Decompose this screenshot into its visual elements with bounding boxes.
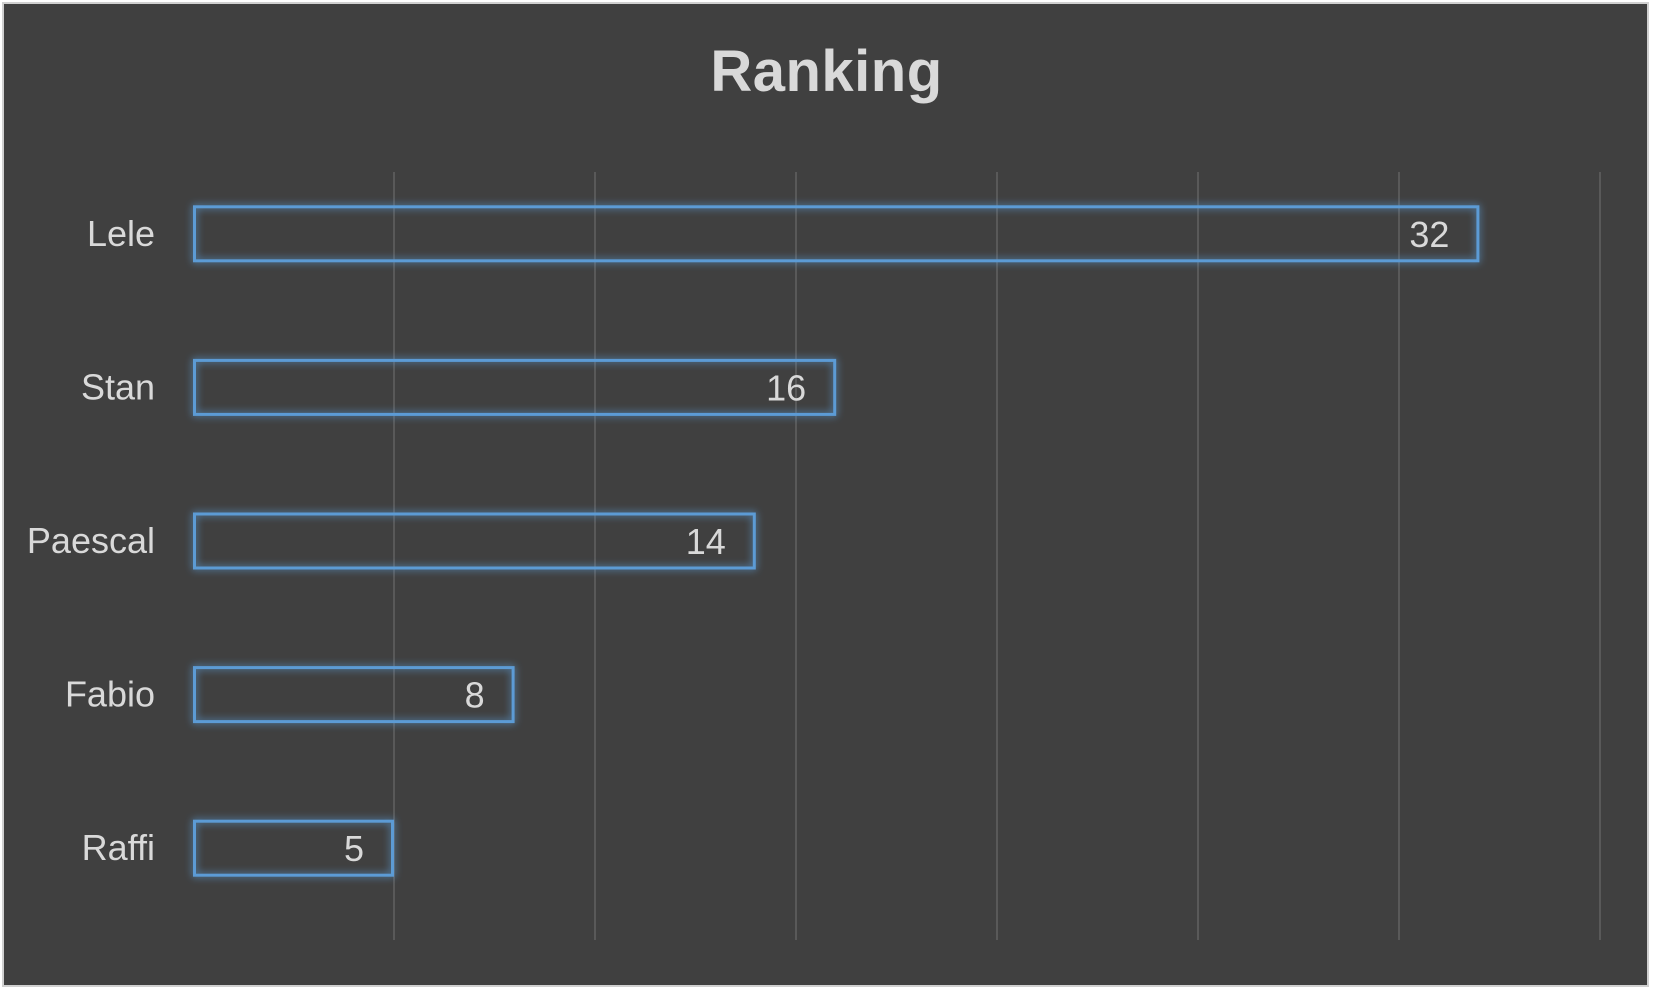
bars: 32 16 14 8 5 bbox=[193, 205, 1480, 877]
data-label-stan: 16 bbox=[766, 367, 806, 408]
chart-title: Ranking bbox=[710, 39, 943, 104]
bar-stan bbox=[193, 358, 837, 416]
data-label-lele: 32 bbox=[1409, 214, 1449, 255]
bar-paescal bbox=[193, 512, 756, 570]
category-label-lele: Lele bbox=[87, 213, 155, 254]
bar-lele bbox=[193, 205, 1480, 263]
data-label-raffi: 5 bbox=[344, 828, 364, 869]
category-label-raffi: Raffi bbox=[82, 827, 155, 868]
bar-fabio bbox=[193, 666, 515, 724]
data-label-fabio: 8 bbox=[465, 675, 485, 716]
category-label-paescal: Paescal bbox=[27, 520, 155, 561]
category-labels: Lele Stan Paescal Fabio Raffi bbox=[27, 213, 155, 868]
category-label-stan: Stan bbox=[81, 366, 155, 407]
gridlines bbox=[393, 172, 1601, 940]
data-label-paescal: 14 bbox=[686, 521, 726, 562]
bar-raffi bbox=[193, 819, 394, 877]
category-label-fabio: Fabio bbox=[65, 674, 155, 715]
